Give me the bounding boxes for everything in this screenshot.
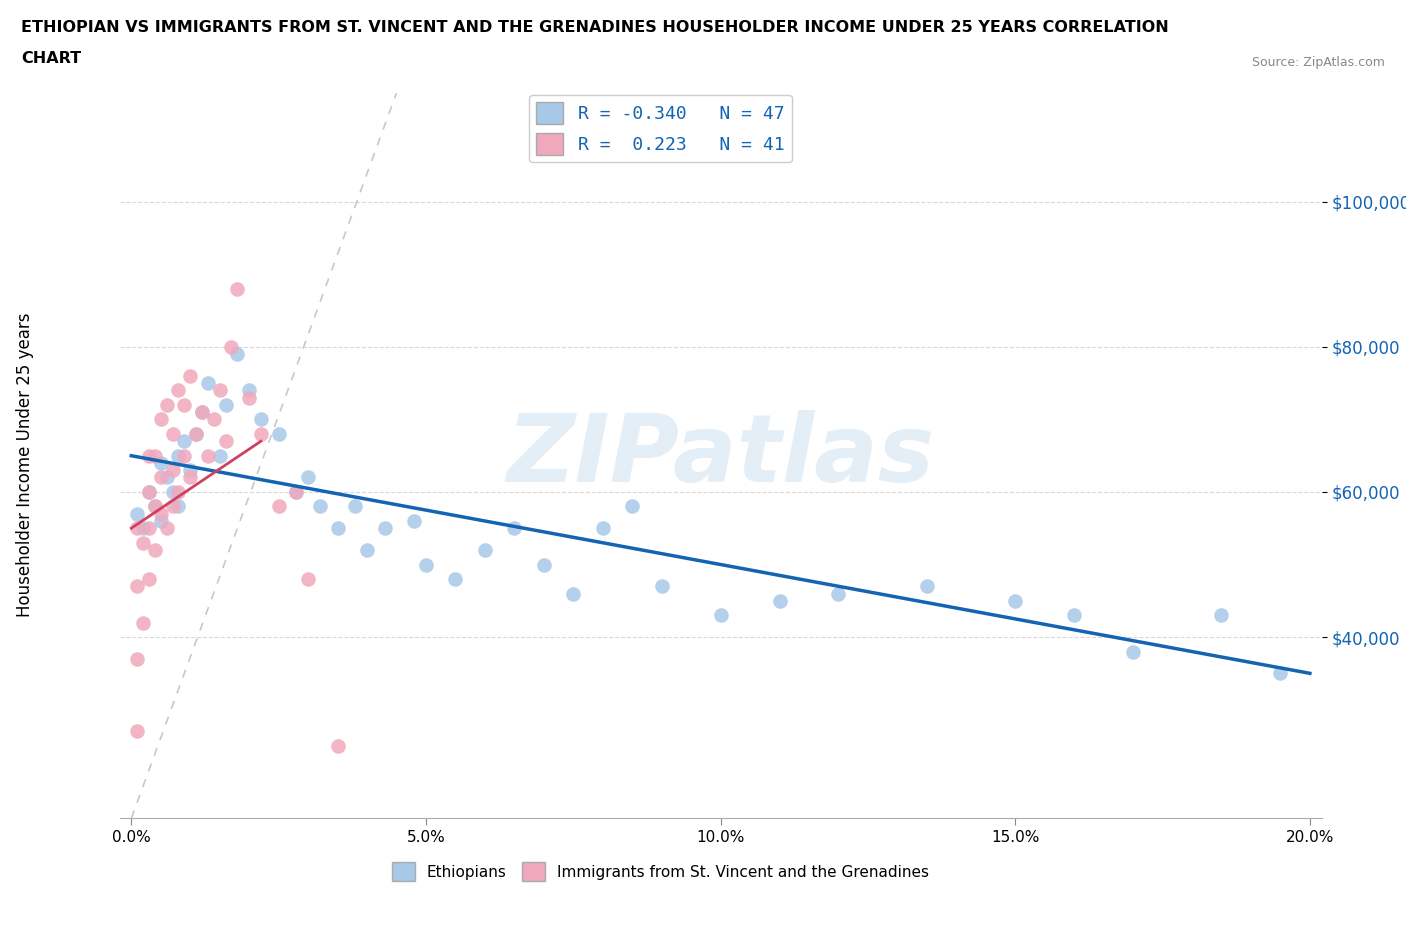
Point — [267, 427, 290, 442]
Point — [238, 391, 260, 405]
Point — [138, 448, 160, 463]
Point — [197, 376, 219, 391]
Point — [191, 405, 214, 419]
Point — [127, 506, 149, 521]
Point — [167, 485, 190, 499]
Point — [127, 521, 149, 536]
Point — [404, 513, 426, 528]
Point — [143, 542, 166, 557]
Point — [156, 397, 179, 412]
Point — [503, 521, 526, 536]
Point — [356, 542, 378, 557]
Point — [132, 615, 155, 630]
Point — [326, 521, 349, 536]
Point — [1211, 608, 1233, 623]
Point — [709, 608, 731, 623]
Point — [149, 513, 172, 528]
Point — [415, 557, 437, 572]
Text: CHART: CHART — [21, 51, 82, 66]
Point — [827, 586, 849, 601]
Point — [167, 383, 190, 398]
Point — [162, 427, 184, 442]
Legend: Ethiopians, Immigrants from St. Vincent and the Grenadines: Ethiopians, Immigrants from St. Vincent … — [385, 857, 935, 887]
Text: ETHIOPIAN VS IMMIGRANTS FROM ST. VINCENT AND THE GRENADINES HOUSEHOLDER INCOME U: ETHIOPIAN VS IMMIGRANTS FROM ST. VINCENT… — [21, 20, 1168, 35]
Point — [297, 470, 319, 485]
Point — [214, 433, 236, 448]
Point — [132, 521, 155, 536]
Point — [162, 485, 184, 499]
Point — [285, 485, 308, 499]
Text: Householder Income Under 25 years: Householder Income Under 25 years — [17, 312, 34, 618]
Point — [162, 463, 184, 478]
Point — [562, 586, 585, 601]
Point — [226, 282, 249, 297]
Point — [915, 578, 938, 593]
Point — [179, 470, 201, 485]
Point — [149, 506, 172, 521]
Point — [156, 470, 179, 485]
Point — [167, 448, 190, 463]
Point — [267, 499, 290, 514]
Point — [138, 485, 160, 499]
Point — [173, 397, 195, 412]
Point — [444, 572, 467, 587]
Point — [179, 463, 201, 478]
Point — [149, 456, 172, 471]
Point — [138, 521, 160, 536]
Point — [226, 347, 249, 362]
Point — [1270, 666, 1292, 681]
Point — [173, 448, 195, 463]
Point — [143, 499, 166, 514]
Point — [297, 572, 319, 587]
Point — [127, 651, 149, 666]
Point — [143, 448, 166, 463]
Point — [474, 542, 496, 557]
Point — [344, 499, 367, 514]
Point — [768, 593, 790, 608]
Text: ZIPatlas: ZIPatlas — [506, 410, 935, 501]
Point — [167, 499, 190, 514]
Point — [214, 397, 236, 412]
Point — [143, 499, 166, 514]
Point — [1122, 644, 1144, 659]
Point — [156, 521, 179, 536]
Point — [197, 448, 219, 463]
Point — [149, 470, 172, 485]
Point — [221, 339, 243, 354]
Point — [132, 536, 155, 551]
Point — [592, 521, 614, 536]
Point — [374, 521, 396, 536]
Text: Source: ZipAtlas.com: Source: ZipAtlas.com — [1251, 56, 1385, 69]
Point — [127, 578, 149, 593]
Point — [208, 383, 231, 398]
Point — [184, 427, 207, 442]
Point — [127, 724, 149, 738]
Point — [621, 499, 644, 514]
Point — [238, 383, 260, 398]
Point — [149, 412, 172, 427]
Point — [1063, 608, 1085, 623]
Point — [138, 572, 160, 587]
Point — [533, 557, 555, 572]
Point — [179, 368, 201, 383]
Point — [326, 738, 349, 753]
Point — [208, 448, 231, 463]
Point — [173, 433, 195, 448]
Point — [651, 578, 673, 593]
Point — [1004, 593, 1026, 608]
Point — [138, 485, 160, 499]
Point — [202, 412, 225, 427]
Point — [184, 427, 207, 442]
Point — [250, 427, 273, 442]
Point — [191, 405, 214, 419]
Point — [285, 485, 308, 499]
Point — [250, 412, 273, 427]
Point — [162, 499, 184, 514]
Point — [309, 499, 332, 514]
